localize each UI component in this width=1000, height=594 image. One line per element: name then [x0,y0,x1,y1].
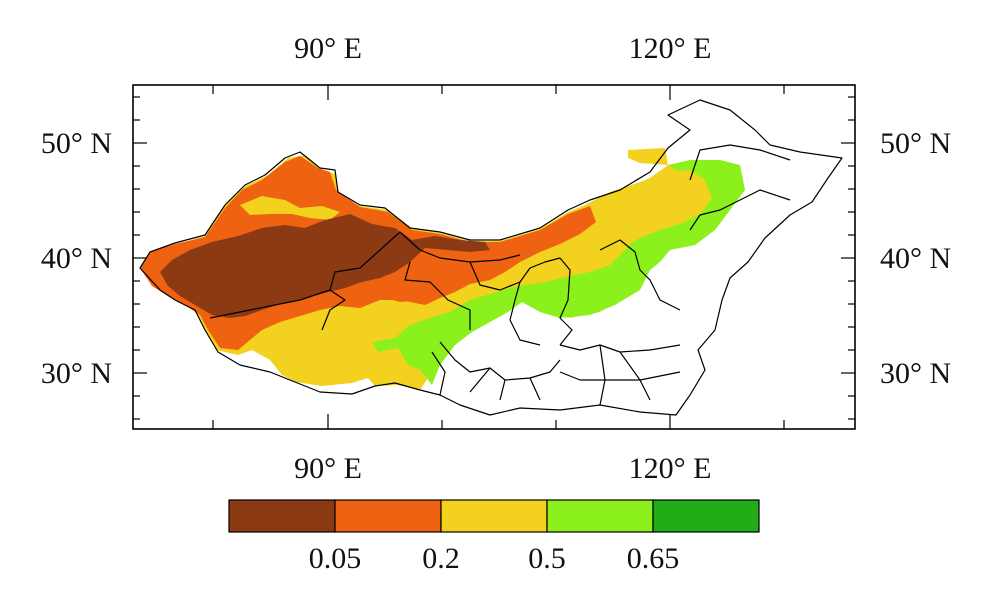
colorbar-label-4: 0.65 [627,542,680,575]
lat-label-left-50n: 50° N [41,127,112,160]
map-frame [132,84,856,430]
map-shading [140,100,842,415]
lon-label-bottom-120e: 120° E [629,452,712,485]
zone-brown [160,214,490,318]
colorbar-label-3: 0.5 [528,542,566,575]
colorbar-bin-1 [228,499,336,533]
colorbar-bin-4 [546,499,654,533]
zone-orange-qaidam [378,278,432,302]
colorbar-bin-3 [440,499,548,533]
province-lines [209,144,791,406]
colorbar-bin-5 [652,499,760,533]
colorbar-bin-2 [334,499,442,533]
lon-label-bottom-90e: 90° E [294,452,362,485]
zone-yellow-ne [520,170,712,285]
lat-label-left-40n: 40° N [41,242,112,275]
lon-label-top-120e: 120° E [629,32,712,65]
zone-yellow-dzungaria [240,196,340,220]
china-border [139,99,843,416]
colorbar-label-2: 0.2 [422,542,460,575]
lat-label-right-40n: 40° N [880,242,951,275]
lat-label-right-30n: 30° N [880,357,951,390]
borders [139,99,843,416]
zone-lightgreen [372,160,745,385]
colorbar: 0.05 0.2 0.5 0.65 [228,499,760,575]
lat-label-left-30n: 30° N [41,357,112,390]
colorbar-label-1: 0.05 [309,542,362,575]
axis-ticks [133,85,855,429]
lon-label-top-90e: 90° E [294,32,362,65]
lat-label-right-50n: 50° N [880,127,951,160]
